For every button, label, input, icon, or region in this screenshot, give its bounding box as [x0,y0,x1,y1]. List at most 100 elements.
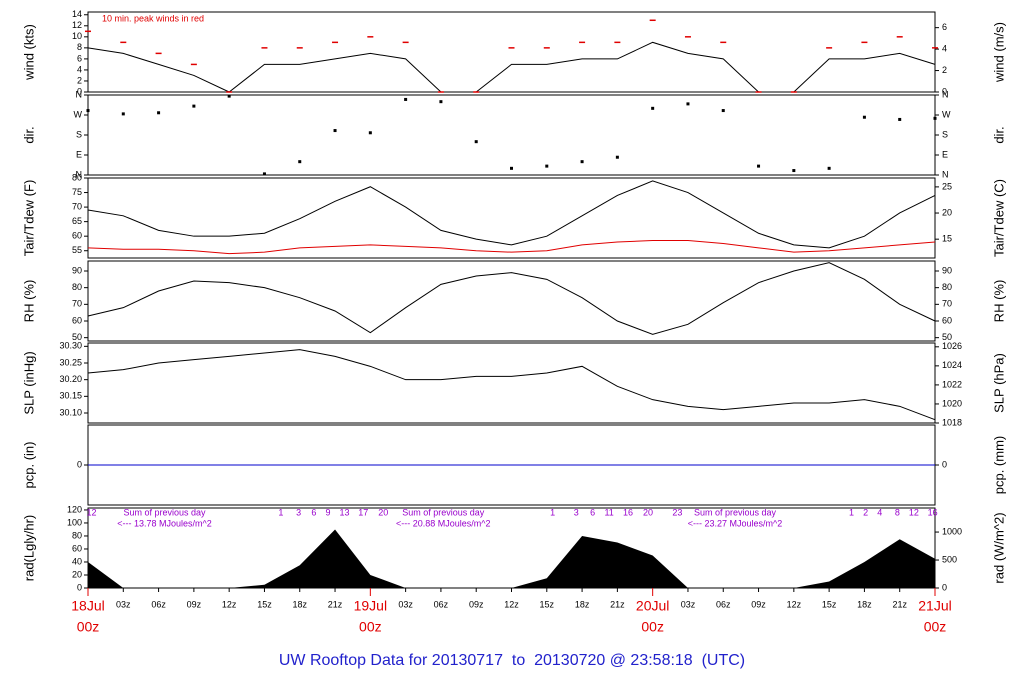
x-tick-label: 15z [257,599,272,609]
series-point [686,102,690,106]
y-tick-label: 70 [72,201,82,211]
y-tick-label: 70 [72,299,82,309]
series-point [439,100,443,104]
series-point [86,109,90,113]
hour-label: 12 [87,507,97,517]
hour-label: 6 [590,507,595,517]
panel-frame [87,177,936,259]
y-axis-label: dir. [21,126,36,143]
x-tick-label: 18z [857,599,872,609]
series-point [615,155,619,159]
hour-label: 11 [604,507,613,517]
x-tick-label: 21z [610,599,625,609]
y2-tick-label: E [942,149,948,159]
series-point [262,172,266,176]
y-tick-label: 100 [67,517,82,527]
hour-label: 1 [550,507,555,517]
hour-label: 1 [278,507,283,517]
panel-frame [87,507,936,589]
y2-tick-label: 20 [942,207,952,217]
y-tick-label: N [76,89,83,99]
y-axis-label: wind (kts) [21,24,36,81]
y-tick-label: W [74,109,83,119]
series-point [721,109,725,113]
series-line [87,41,936,93]
x-tick-label: 06z [434,599,449,609]
y-tick-label: 20 [72,569,82,579]
hour-label: 3 [296,507,301,517]
y2-tick-label: 1026 [942,341,962,351]
y-tick-label: 30.30 [59,341,82,351]
y2-tick-label: 1000 [942,526,962,536]
hour-label: 2 [863,507,868,517]
y-tick-label: 30.25 [59,357,82,367]
date-label: 20Jul [636,598,669,614]
series-point [898,117,902,121]
y-tick-label: 80 [72,282,82,292]
y-tick-label: 120 [67,504,82,514]
hour-label: 17 [358,507,368,517]
date-label: 19Jul [354,598,387,614]
y-tick-label: 14 [72,9,82,19]
y-tick-label: 60 [72,315,82,325]
y2-tick-label: 0 [942,459,947,469]
series-point [227,94,231,98]
series-point [192,104,196,108]
chart-title: UW Rooftop Data for 20130717 to 20130720… [279,652,745,669]
daily-sum-value: <--- 20.88 MJoules/m^2 [396,518,491,528]
y2-axis-label: Tair/Tdew (C) [991,179,1006,257]
x-tick-label: 15z [822,599,837,609]
y2-axis-label: dir. [991,126,1006,143]
x-tick-label: 00z [77,619,100,635]
x-tick-label: 18z [575,599,590,609]
daily-sum-title: Sum of previous day [123,507,206,517]
daily-sum-value: <--- 13.78 MJoules/m^2 [117,518,212,528]
hour-label: 9 [325,507,330,517]
y2-tick-label: S [942,129,948,139]
series-point [792,169,796,173]
y2-tick-label: 25 [942,181,952,191]
y-axis-label: pcp. (in) [21,442,36,489]
y2-axis-label: pcp. (mm) [991,436,1006,495]
y-tick-label: 60 [72,231,82,241]
hour-label: 23 [672,507,682,517]
y-tick-label: 4 [77,64,82,74]
series-point [862,115,866,119]
x-tick-label: 21z [892,599,907,609]
y2-axis-label: SLP (hPa) [991,353,1006,413]
panel-frame [87,11,936,93]
y2-tick-label: 90 [942,265,952,275]
annotation: 10 min. peak winds in red [102,13,204,23]
y-tick-label: 30.10 [59,407,82,417]
x-tick-label: 00z [641,619,664,635]
y-tick-label: N [76,169,83,179]
hour-label: 16 [928,507,938,517]
daily-sum-value: <--- 23.27 MJoules/m^2 [688,518,783,528]
series-line [87,180,936,249]
y-tick-label: E [76,149,82,159]
y-axis-label: SLP (inHg) [21,351,36,414]
y2-tick-label: 70 [942,299,952,309]
y-tick-label: 6 [77,53,82,63]
y2-axis-label: wind (m/s) [991,22,1006,83]
y-tick-label: 0 [77,86,82,96]
series-line [87,240,936,255]
panel-frame [87,342,936,424]
x-tick-label: 06z [151,599,166,609]
hour-label: 20 [378,507,388,517]
y2-tick-label: 6 [942,22,947,32]
y-tick-label: 40 [72,556,82,566]
y-tick-label: 30.20 [59,374,82,384]
hour-label: 13 [339,507,349,517]
y-tick-label: 0 [77,459,82,469]
x-tick-label: 12z [222,599,237,609]
y-tick-label: 30.15 [59,391,82,401]
y-tick-label: 12 [72,20,82,30]
y-tick-label: 50 [72,332,82,342]
date-label: 21Jul [918,598,951,614]
y2-tick-label: 500 [942,554,957,564]
series-point [333,129,337,133]
y2-tick-label: 60 [942,315,952,325]
y-tick-label: 65 [72,216,82,226]
